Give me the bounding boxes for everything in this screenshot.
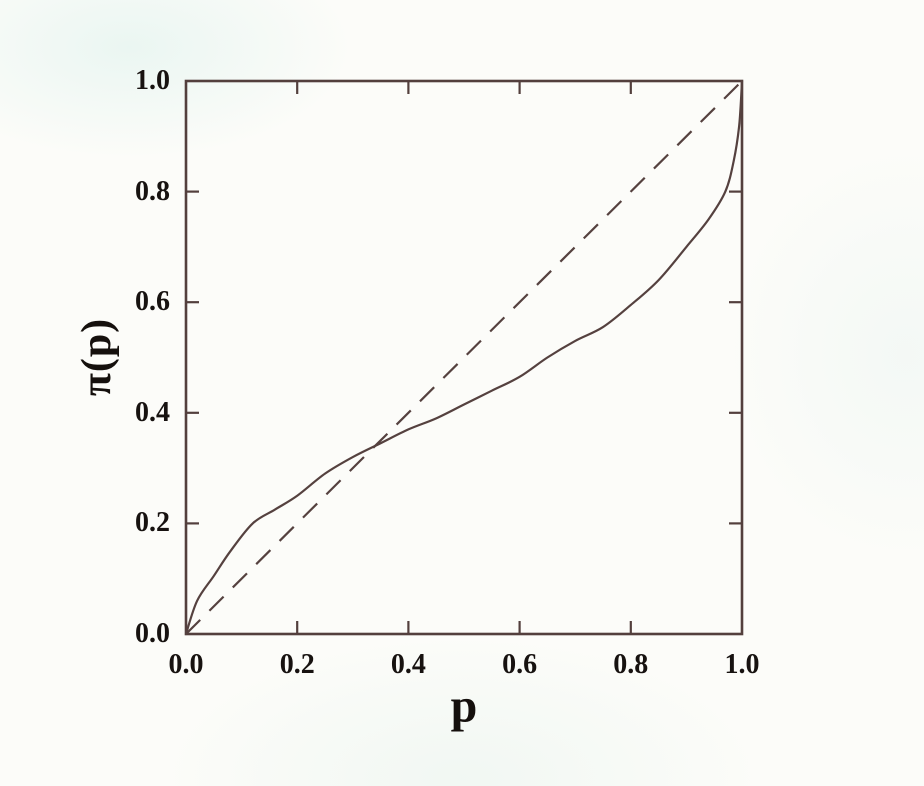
x-tick-label: 0.2: [279, 649, 315, 680]
x-tick-label: 0.6: [502, 649, 538, 680]
x-axis-label: p: [450, 679, 478, 733]
x-tick-label: 0.4: [390, 649, 426, 680]
y-tick-label: 0.6: [135, 286, 170, 318]
y-tick-label: 0.2: [135, 507, 170, 539]
plot-frame: [184, 79, 744, 636]
identity-diagonal-line: [185, 80, 743, 635]
y-axis-label: π(p): [74, 317, 120, 397]
x-tick-label: 0.0: [168, 649, 204, 680]
y-tick-label: 0.4: [135, 396, 170, 428]
x-tick-label: 0.8: [613, 649, 649, 680]
weighting-function-curve: [184, 79, 744, 636]
x-tick-label: 1.0: [724, 649, 760, 680]
y-tick-label: 1.0: [135, 65, 170, 96]
y-tick-label: 0.8: [135, 175, 170, 207]
y-tick-label: 0.0: [135, 618, 170, 649]
